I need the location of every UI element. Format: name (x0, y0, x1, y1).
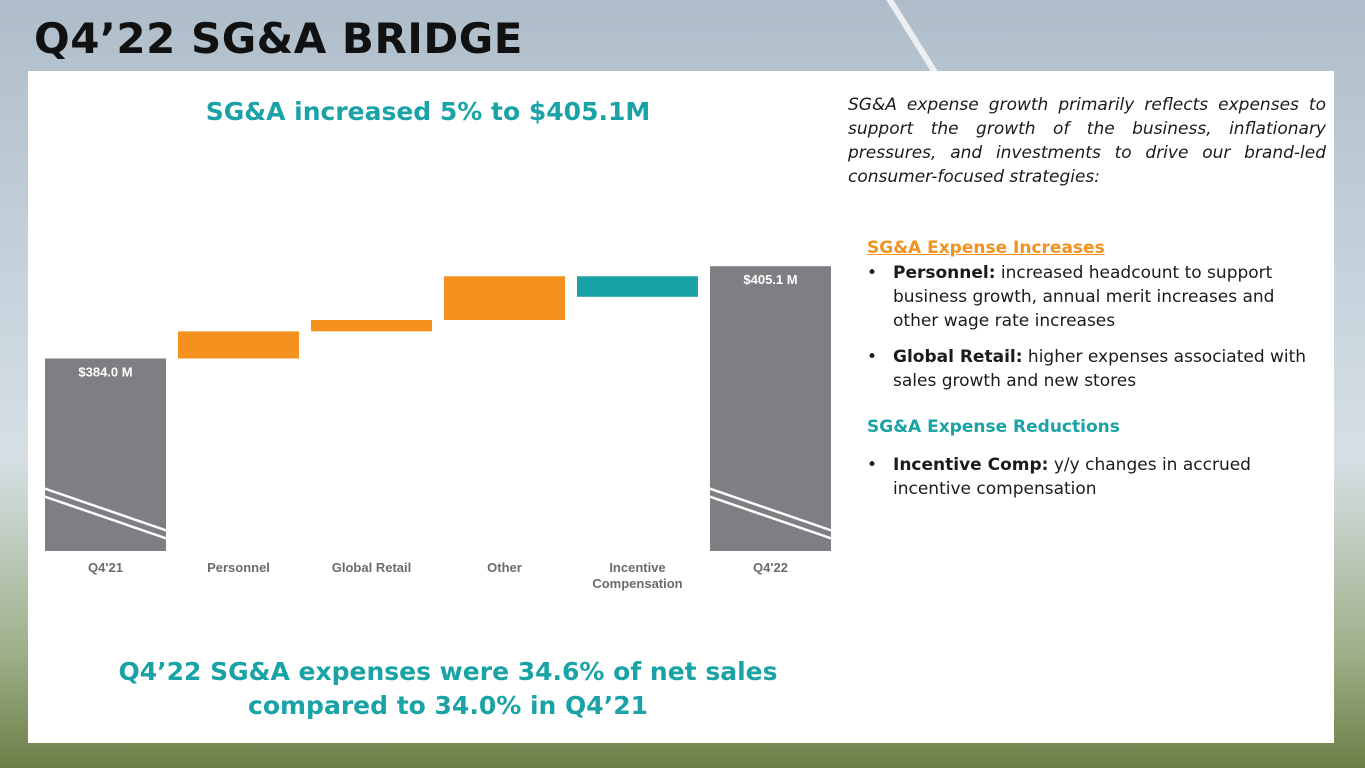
list-item: Incentive Comp: y/y changes in accrued i… (867, 453, 1317, 501)
tick-label: Other (487, 560, 522, 575)
chart-headline: SG&A increased 5% to $405.1M (205, 97, 651, 126)
axis-break-line (707, 494, 834, 541)
commentary-intro: SG&A expense growth primarily reflects e… (848, 95, 1326, 187)
list-item: Personnel: increased headcount to suppor… (867, 261, 1317, 333)
bullet-text: increased headcount to support business … (893, 263, 1275, 331)
footer-line-1: Q4’22 SG&A expenses were 34.6% of net sa… (118, 657, 778, 686)
footer-line-2: compared to 34.0% in Q4’21 (248, 691, 648, 720)
axis-break-line (707, 486, 834, 533)
tick-label: Q4'22 (753, 560, 788, 575)
list-item: Global Retail: higher expenses associate… (867, 345, 1317, 393)
tick-label: Personnel (207, 560, 270, 575)
axis-break-line (42, 494, 169, 541)
page-title: Q4’22 SG&A BRIDGE (34, 14, 523, 63)
reductions-list: Incentive Comp: y/y changes in accrued i… (867, 453, 1317, 513)
bullet-label: Incentive Comp: (893, 455, 1049, 475)
increases-heading[interactable]: SG&A Expense Increases (867, 238, 1105, 258)
bar-0 (45, 358, 166, 551)
bar-3 (444, 276, 565, 320)
bullet-text: higher expenses associated with sales gr… (893, 347, 1307, 391)
axis-break-line (42, 486, 169, 533)
bar-2 (311, 320, 432, 332)
data-label: $384.0 M (78, 365, 132, 380)
tick-label: Q4'21 (88, 560, 123, 575)
bar-1 (178, 331, 299, 359)
footer-note: Q4’22 SG&A expenses were 34.6% of net sa… (88, 655, 808, 723)
tick-label: Compensation (592, 576, 682, 591)
bullet-label: Personnel: (893, 263, 996, 283)
bullet-text: y/y changes in accrued incentive compens… (893, 455, 1251, 499)
data-label: $405.1 M (743, 272, 797, 287)
waterfall-chart: $384.0 M Q4'21 Personnel Global Retail Other… (42, 266, 834, 591)
bar-4 (577, 276, 698, 297)
bullet-label: Global Retail: (893, 347, 1023, 367)
tick-label: Global Retail (332, 560, 411, 575)
tick-label: Incentive (609, 560, 665, 575)
increases-list: Personnel: increased headcount to suppor… (867, 261, 1317, 405)
content-panel: SG&A increased 5% to $405.1M $384.0 M Q4'… (28, 71, 1334, 743)
reductions-heading: SG&A Expense Reductions (867, 417, 1120, 437)
